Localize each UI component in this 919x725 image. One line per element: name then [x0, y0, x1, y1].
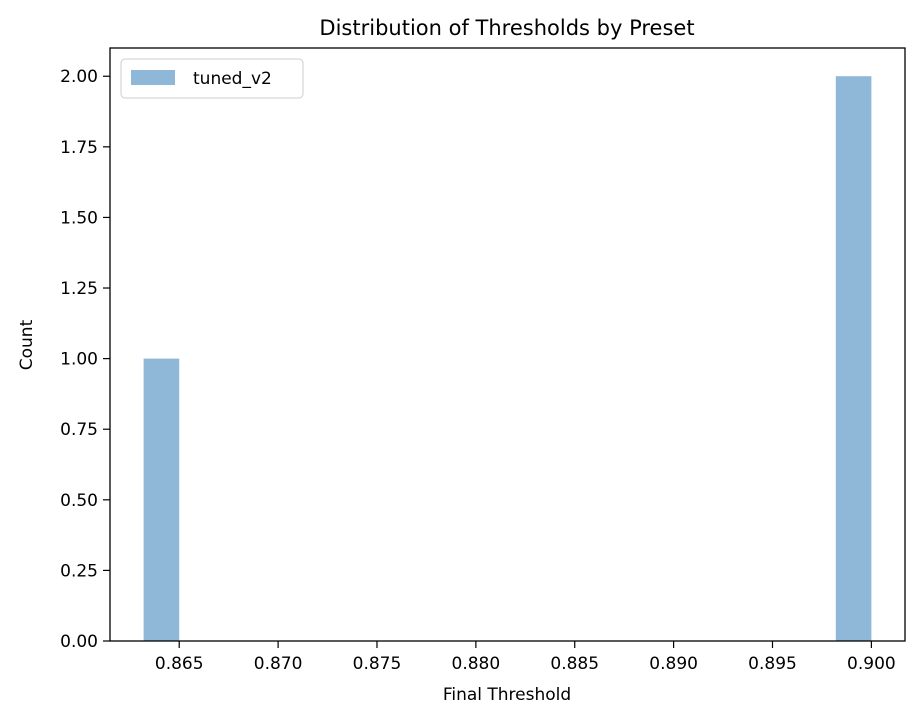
y-tick-label: 1.50	[60, 208, 98, 228]
y-tick-label: 2.00	[60, 67, 98, 87]
legend-swatch-tuned-v2	[131, 70, 175, 85]
bars-layer	[143, 76, 872, 641]
y-tick-label: 1.75	[60, 138, 98, 158]
x-axis-label: Final Threshold	[443, 685, 571, 705]
y-tick-label: 1.25	[60, 279, 98, 299]
y-tick-label: 0.00	[60, 632, 98, 652]
legend-box	[120, 58, 304, 99]
plot-frame	[109, 47, 906, 642]
y-tick-label: 0.50	[60, 491, 98, 511]
x-tick-label: 0.865	[155, 654, 204, 674]
x-tick-label: 0.875	[353, 654, 402, 674]
legend-label-tuned-v2: tuned_v2	[193, 69, 272, 89]
y-tick-label: 0.75	[60, 420, 98, 440]
y-axis-label: Count	[17, 319, 37, 370]
x-tick-label: 0.885	[550, 654, 599, 674]
histogram-bar	[835, 76, 872, 641]
x-tick-label: 0.890	[649, 654, 698, 674]
x-tick-label: 0.870	[254, 654, 303, 674]
x-tick-label: 0.880	[452, 654, 501, 674]
y-tick-label: 0.25	[60, 561, 98, 581]
y-axis-ticks: 0.00 0.25 0.50 0.75 1.00 1.25 1.50 1.75 2.00	[60, 67, 110, 652]
legend: tuned_v2	[120, 58, 304, 99]
histogram-bar	[143, 358, 180, 641]
chart-title: Distribution of Thresholds by Preset	[319, 16, 694, 40]
x-tick-label: 0.895	[748, 654, 797, 674]
x-tick-label: 0.900	[847, 654, 896, 674]
y-tick-label: 1.00	[60, 350, 98, 370]
x-axis-ticks: 0.865 0.870 0.875 0.880 0.885 0.890 0.895 0.900	[155, 641, 896, 674]
